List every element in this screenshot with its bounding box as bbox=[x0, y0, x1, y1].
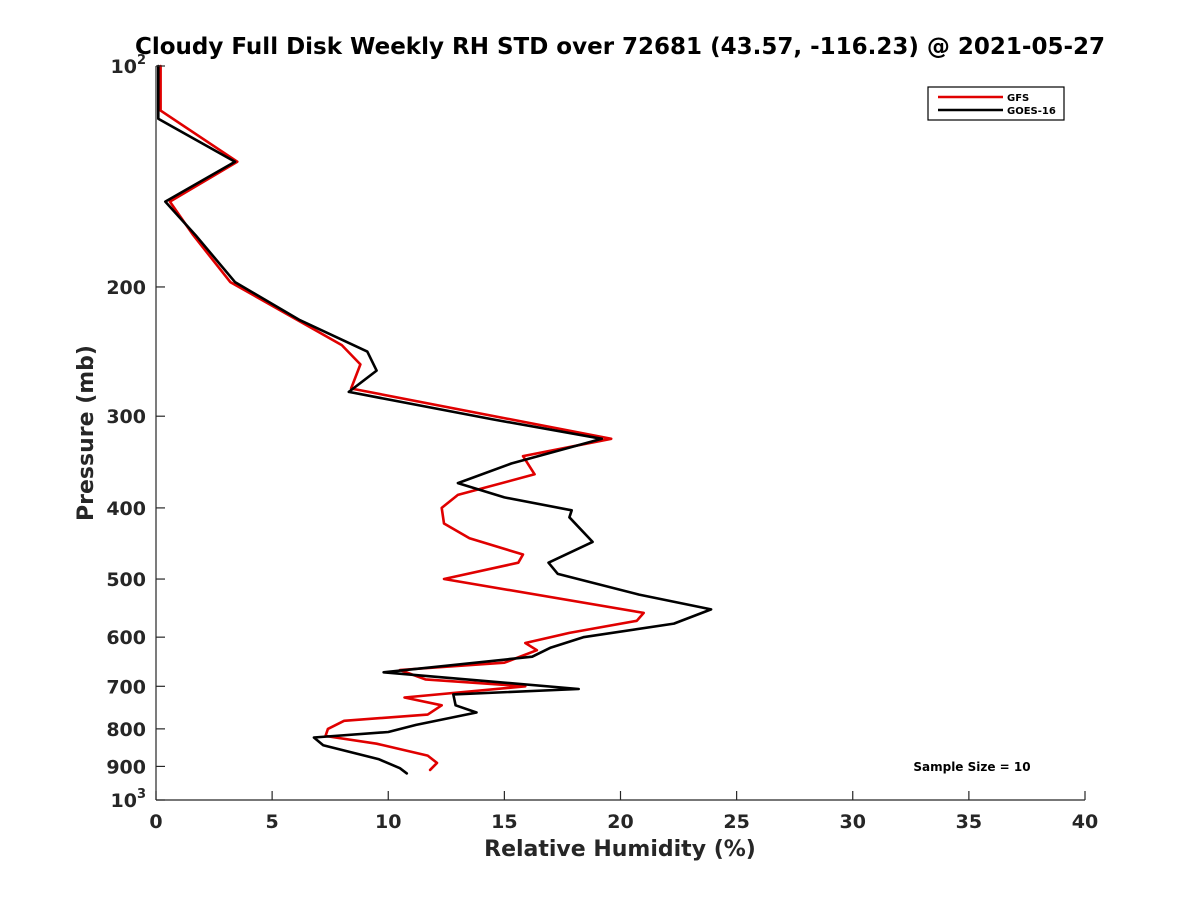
x-tick-label: 0 bbox=[149, 811, 162, 833]
y-tick-label: 700 bbox=[106, 676, 146, 698]
x-tick-label: 20 bbox=[607, 811, 633, 833]
x-tick-label: 35 bbox=[956, 811, 982, 833]
x-tick-label: 10 bbox=[375, 811, 401, 833]
series-line-gfs bbox=[159, 64, 646, 772]
sample-size-annotation: Sample Size = 10 bbox=[913, 760, 1030, 774]
x-tick-label: 40 bbox=[1072, 811, 1098, 833]
chart-title: Cloudy Full Disk Weekly RH STD over 7268… bbox=[135, 34, 1105, 60]
y-tick-label: 400 bbox=[106, 498, 146, 520]
y-axis-label: Pressure (mb) bbox=[74, 345, 99, 521]
x-tick-label: 30 bbox=[840, 811, 866, 833]
y-tick-label: 200 bbox=[106, 277, 146, 299]
y-tick-label: 800 bbox=[106, 719, 146, 741]
y-tick-label: 300 bbox=[106, 406, 146, 428]
y-tick-label: 600 bbox=[106, 627, 146, 649]
legend-box bbox=[927, 86, 1065, 121]
plot-lines bbox=[157, 64, 713, 775]
x-axis-label: Relative Humidity (%) bbox=[484, 837, 756, 862]
y-tick-label: 900 bbox=[106, 756, 146, 778]
legend-label-goes16: GOES-16 bbox=[1007, 106, 1056, 117]
x-tick-label: 15 bbox=[491, 811, 517, 833]
series-line-goes16 bbox=[157, 64, 713, 775]
y-tick-label: 500 bbox=[106, 569, 146, 591]
x-tick-label: 5 bbox=[266, 811, 279, 833]
legend-label-gfs: GFS bbox=[1007, 93, 1029, 104]
x-tick-label: 25 bbox=[723, 811, 749, 833]
x-axis-ticks: 0 5 10 15 20 25 30 35 40 bbox=[149, 791, 1098, 833]
legend: GFS GOES-16 bbox=[927, 86, 1065, 121]
